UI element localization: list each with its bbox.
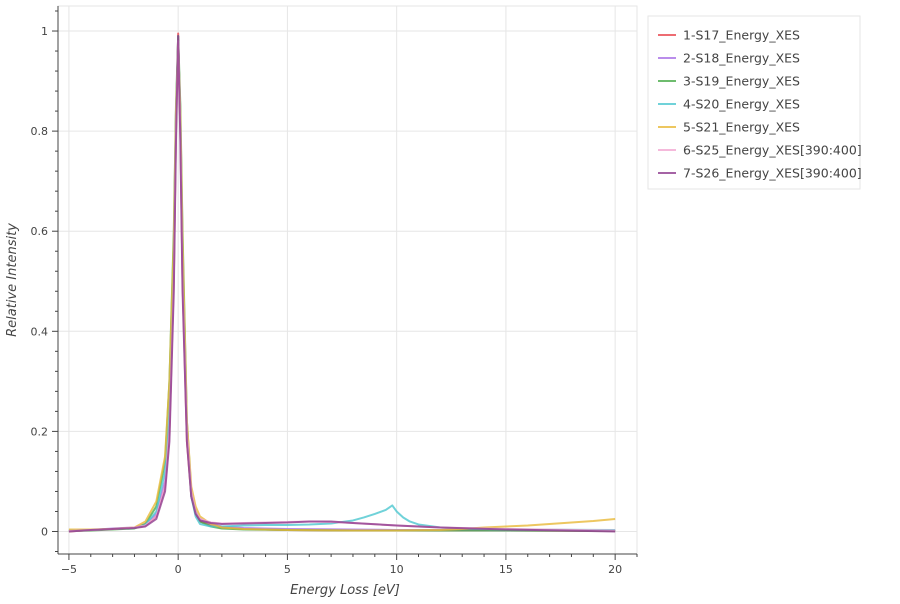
y-tick-label: 1 — [41, 25, 48, 38]
x-tick-label: 0 — [175, 563, 182, 576]
x-tick-label: −5 — [61, 563, 77, 576]
series-line-7 — [68, 35, 616, 533]
series-line-5 — [68, 45, 616, 532]
x-tick-label: 15 — [499, 563, 513, 576]
x-tick-label: 5 — [284, 563, 291, 576]
legend-label: 1-S17_Energy_XES — [683, 28, 800, 43]
y-tick-label: 0 — [41, 525, 48, 538]
legend-label: 7-S26_Energy_XES[390:400] — [683, 166, 862, 181]
y-tick-label: 0.4 — [31, 325, 49, 338]
series-line-4 — [68, 45, 616, 532]
plot-frame — [57, 5, 638, 555]
series-lines — [68, 32, 616, 533]
axes: −5 0 5 10 15 20 0 0.2 0.4 0.6 0.8 1 — [31, 6, 638, 576]
series-line-2 — [68, 35, 616, 532]
series-line-6 — [68, 40, 616, 532]
legend: 1-S17_Energy_XES 2-S18_Energy_XES 3-S19_En… — [647, 15, 862, 190]
x-tick-label: 10 — [390, 563, 404, 576]
series-line-1 — [68, 32, 616, 533]
x-axis-title: Energy Loss [eV] — [290, 583, 400, 598]
y-tick-label: 0.6 — [31, 225, 49, 238]
legend-label: 5-S21_Energy_XES — [683, 120, 800, 135]
plot-area — [57, 5, 638, 555]
x-tick-label: 20 — [608, 563, 622, 576]
series-line-3 — [68, 35, 616, 532]
legend-label: 3-S19_Energy_XES — [683, 74, 800, 89]
y-axis-title: Relative Intensity — [5, 223, 20, 337]
grid — [58, 6, 637, 554]
legend-label: 4-S20_Energy_XES — [683, 97, 800, 112]
legend-label: 6-S25_Energy_XES[390:400] — [683, 143, 862, 158]
y-tick-label: 0.8 — [31, 125, 49, 138]
legend-label: 2-S18_Energy_XES — [683, 51, 800, 66]
legend-box — [647, 15, 861, 190]
y-tick-label: 0.2 — [31, 425, 49, 438]
